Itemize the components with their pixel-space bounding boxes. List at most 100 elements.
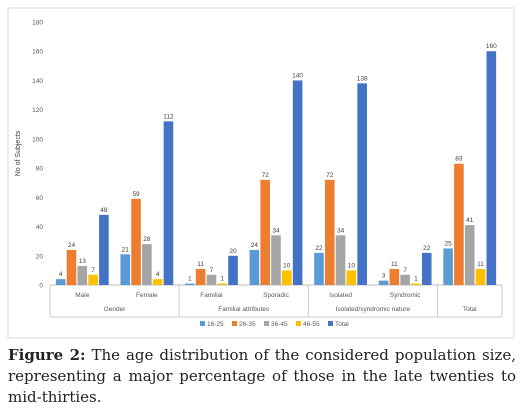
bar (464, 225, 475, 285)
figure-caption: Figure 2: The age distribution of the co… (8, 345, 516, 408)
bar (292, 80, 303, 285)
bar (324, 179, 335, 285)
data-label: 1 (220, 276, 224, 283)
bar (185, 283, 195, 285)
data-label: 7 (403, 267, 407, 274)
legend-label: 26-35 (239, 321, 256, 328)
bar (271, 235, 281, 285)
data-label: 140 (292, 72, 303, 79)
data-label: 72 (262, 172, 270, 179)
group-label: Familial attributes (218, 306, 270, 313)
bar (421, 252, 432, 285)
bar (142, 244, 152, 285)
bar (260, 179, 270, 285)
data-label: 41 (466, 217, 474, 224)
data-label: 4 (156, 271, 160, 278)
data-label: 13 (79, 258, 87, 265)
data-label: 22 (315, 245, 323, 252)
group-label: Gender (104, 306, 127, 313)
group-label: Total (463, 306, 477, 313)
bar (77, 266, 88, 285)
bar (389, 268, 400, 285)
group-label: Isolated/syndromic nature (336, 306, 411, 313)
data-label: 7 (210, 267, 214, 274)
bar (335, 235, 346, 285)
bar (152, 279, 163, 285)
bar (400, 274, 410, 285)
bar (346, 270, 357, 285)
chart-border (7, 7, 515, 339)
y-tick-label: 80 (36, 166, 44, 173)
data-label: 34 (272, 227, 280, 234)
bar (282, 270, 292, 285)
data-label: 4 (59, 271, 63, 278)
category-label: Male (75, 292, 89, 299)
y-axis-title: No of Subjects (15, 130, 22, 176)
data-label: 10 (283, 262, 291, 269)
bar (120, 254, 131, 285)
category-label: Syndromic (390, 292, 421, 299)
bar-chart: 0 20 40 60 80 100 120 140 160 180 No of Subjects 4 2… (7, 7, 515, 339)
data-label: 7 (91, 267, 95, 274)
y-tick-label: 60 (36, 195, 44, 202)
legend-label: 16-25 (207, 321, 224, 328)
legend-label: Total (335, 321, 349, 328)
data-label: 11 (477, 261, 484, 268)
category-label: Female (136, 292, 158, 299)
data-label: 1 (188, 276, 192, 283)
legend-swatch (264, 321, 269, 326)
data-label: 24 (251, 242, 259, 249)
data-label: 22 (423, 245, 431, 252)
y-tick-label: 20 (36, 253, 44, 260)
bar (99, 214, 109, 285)
legend-label: 46-55 (303, 321, 320, 328)
bar (314, 252, 324, 285)
bar (486, 51, 497, 285)
bar (88, 274, 98, 285)
data-label: 48 (100, 207, 108, 214)
data-label: 11 (391, 261, 398, 268)
bar (475, 268, 486, 285)
category-label: Isolated (329, 292, 352, 299)
caption-label: Figure 2: (8, 346, 86, 364)
bar (163, 121, 174, 285)
data-label: 34 (337, 227, 345, 234)
y-tick-label: 160 (32, 49, 43, 56)
y-tick-label: 140 (32, 78, 43, 85)
data-label: 138 (357, 75, 368, 82)
bar (228, 255, 238, 285)
data-label: 10 (348, 262, 356, 269)
data-label: 28 (143, 236, 151, 243)
data-label: 83 (455, 156, 463, 163)
legend-swatch (328, 321, 333, 326)
bar (55, 279, 66, 285)
y-tick-label: 0 (39, 283, 43, 290)
bar (66, 249, 77, 285)
caption-text: The age distribution of the considered p… (8, 346, 516, 406)
bar (411, 283, 421, 285)
data-label: 24 (68, 242, 76, 249)
legend-swatch (232, 321, 237, 326)
bar (131, 198, 141, 285)
data-label: 25 (444, 240, 452, 247)
bar (357, 83, 367, 285)
y-tick-label: 120 (32, 107, 43, 114)
legend-swatch (296, 321, 301, 326)
legend-swatch (200, 321, 205, 326)
y-tick-label: 100 (32, 136, 43, 143)
chart-area: 0 20 40 60 80 100 120 140 160 180 No of Subjects 4 2… (7, 7, 515, 339)
data-label: 11 (197, 261, 204, 268)
bar (249, 249, 260, 285)
data-label: 112 (163, 113, 174, 120)
bar (217, 283, 228, 285)
category-label: Sporadic (263, 292, 289, 299)
category-label: Familial (200, 292, 223, 299)
data-label: 72 (326, 172, 334, 179)
y-tick-label: 180 (32, 20, 43, 27)
y-tick-label: 40 (36, 224, 44, 231)
bar (378, 280, 389, 285)
data-label: 160 (486, 43, 497, 50)
data-label: 3 (382, 273, 386, 280)
legend-label: 36-45 (271, 321, 288, 328)
data-label: 1 (414, 276, 418, 283)
